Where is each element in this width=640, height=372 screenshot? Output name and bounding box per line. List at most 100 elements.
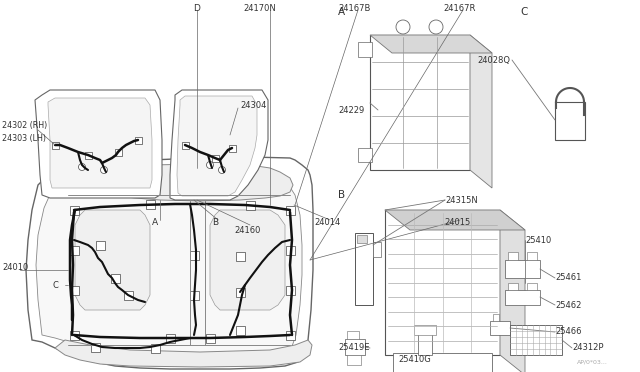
Text: 24304: 24304 — [240, 100, 266, 109]
Bar — [508, 283, 518, 290]
Text: 24167R: 24167R — [444, 3, 476, 13]
Text: 24028Q: 24028Q — [477, 55, 510, 64]
Text: 24014: 24014 — [315, 218, 341, 227]
Text: 24167B: 24167B — [339, 3, 371, 13]
Bar — [166, 334, 175, 343]
Text: 25410G: 25410G — [399, 356, 431, 365]
Bar — [228, 144, 236, 151]
Bar — [370, 35, 470, 170]
Bar — [347, 355, 361, 365]
Bar — [345, 339, 365, 355]
Bar — [189, 250, 198, 260]
Polygon shape — [370, 35, 492, 53]
Text: 25461: 25461 — [555, 273, 581, 282]
Polygon shape — [75, 210, 150, 310]
Bar — [373, 242, 381, 257]
Bar — [347, 331, 359, 339]
Bar — [505, 290, 540, 305]
Bar — [115, 148, 122, 155]
Bar — [211, 154, 218, 161]
Bar — [70, 205, 79, 215]
Circle shape — [396, 20, 410, 34]
Text: AP/0*03...: AP/0*03... — [577, 359, 608, 364]
Circle shape — [100, 167, 108, 173]
Bar — [505, 260, 540, 278]
Text: D: D — [193, 3, 200, 13]
Bar — [189, 291, 198, 299]
Bar — [508, 252, 518, 260]
Text: B: B — [212, 218, 218, 227]
Bar — [555, 102, 585, 140]
Text: 24160: 24160 — [235, 225, 261, 234]
Polygon shape — [210, 210, 285, 310]
Bar — [418, 327, 432, 355]
Polygon shape — [68, 164, 293, 201]
Bar — [236, 288, 244, 296]
Bar — [70, 330, 79, 340]
Text: A: A — [338, 7, 345, 17]
Polygon shape — [26, 157, 313, 369]
Text: 24010: 24010 — [2, 263, 28, 273]
Bar — [134, 137, 141, 144]
Bar — [527, 283, 537, 290]
Text: 24302 (RH): 24302 (RH) — [2, 121, 47, 129]
Bar — [510, 325, 562, 355]
Polygon shape — [500, 210, 525, 372]
Bar — [236, 326, 244, 334]
Text: 25462: 25462 — [555, 301, 581, 310]
Bar — [358, 148, 372, 162]
Text: 24315N: 24315N — [445, 196, 477, 205]
Polygon shape — [385, 210, 525, 230]
Text: 24312P: 24312P — [572, 343, 604, 353]
Text: 24303 (LH): 24303 (LH) — [2, 134, 46, 142]
Polygon shape — [470, 35, 492, 188]
Bar — [84, 151, 92, 158]
Bar — [95, 241, 104, 250]
Bar — [51, 141, 58, 148]
Circle shape — [429, 20, 443, 34]
Text: 25419E: 25419E — [338, 343, 369, 353]
Text: 24170N: 24170N — [244, 3, 276, 13]
Bar — [285, 205, 294, 215]
Polygon shape — [48, 98, 152, 188]
Bar — [490, 321, 510, 335]
Circle shape — [218, 167, 225, 173]
Polygon shape — [177, 96, 257, 196]
Polygon shape — [55, 340, 312, 367]
Bar — [111, 273, 120, 282]
Bar — [246, 201, 255, 209]
Bar — [124, 291, 132, 299]
Bar — [205, 334, 214, 343]
Text: 25466: 25466 — [555, 327, 582, 337]
Bar — [285, 285, 294, 295]
Circle shape — [79, 164, 86, 170]
Bar — [285, 246, 294, 254]
Text: C: C — [52, 280, 58, 289]
Text: 24229: 24229 — [338, 106, 364, 115]
Text: C: C — [520, 7, 527, 17]
Bar — [70, 285, 79, 295]
Polygon shape — [170, 90, 268, 200]
Bar — [527, 252, 537, 260]
Bar — [358, 42, 372, 57]
Bar — [236, 251, 244, 260]
Polygon shape — [36, 171, 302, 366]
Text: 25410: 25410 — [525, 235, 551, 244]
Bar — [385, 210, 500, 355]
Bar — [182, 141, 189, 148]
Bar — [414, 325, 436, 335]
Bar — [150, 343, 159, 353]
Bar — [70, 246, 79, 254]
Bar — [355, 233, 373, 305]
Circle shape — [207, 161, 214, 169]
Text: A: A — [152, 218, 158, 227]
Bar — [90, 343, 99, 352]
Polygon shape — [35, 90, 162, 198]
Bar — [145, 199, 154, 208]
Bar — [393, 353, 492, 372]
Bar — [357, 235, 367, 243]
Bar — [285, 330, 294, 340]
Bar — [493, 314, 499, 321]
Text: 24015: 24015 — [445, 218, 471, 227]
Text: B: B — [338, 190, 345, 200]
